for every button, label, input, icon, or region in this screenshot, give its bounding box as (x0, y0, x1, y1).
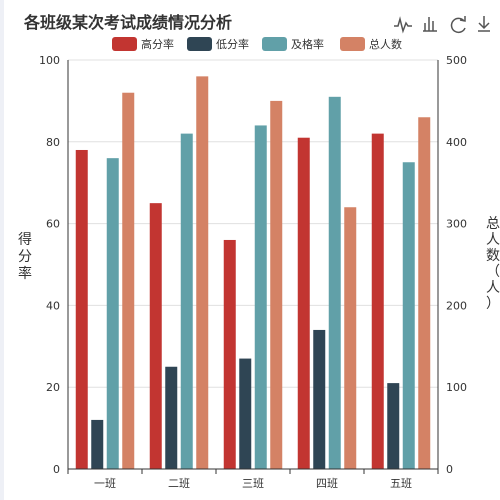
y-axis-left-label: 得分率 (18, 231, 32, 282)
category-label: 二班 (168, 477, 190, 490)
bar-一班-总人数[interactable] (122, 92, 135, 469)
left-axis-ticks: 0 20 40 60 80 100 (39, 54, 60, 476)
left-tick-label: 40 (46, 299, 60, 312)
right-axis-ticks: 0 100 200 300 400 500 (446, 54, 467, 476)
legend-label: 总人数 (369, 37, 402, 51)
legend-item-0[interactable]: 高分率 (112, 37, 174, 51)
bar-三班-及格率[interactable] (254, 125, 267, 469)
left-tick-label: 20 (46, 381, 60, 394)
bar-三班-总人数[interactable] (270, 100, 283, 470)
x-axis-categories: 一班 二班 三班 四班 五班 (94, 477, 412, 490)
bar-一班-低分率[interactable] (91, 419, 104, 469)
bar-四班-总人数[interactable] (344, 207, 357, 470)
legend-label: 高分率 (141, 37, 174, 51)
category-label: 三班 (242, 477, 264, 490)
restore-icon[interactable] (450, 16, 466, 34)
bar-一班-高分率[interactable] (75, 149, 88, 470)
legend-label: 低分率 (216, 37, 249, 51)
left-tick-label: 100 (39, 54, 60, 67)
right-tick-label: 300 (446, 218, 467, 231)
category-label: 四班 (316, 477, 338, 490)
bar-五班-高分率[interactable] (371, 133, 384, 469)
legend-swatch (340, 37, 365, 51)
bar-二班-高分率[interactable] (149, 203, 162, 469)
bar-四班-低分率[interactable] (313, 329, 326, 469)
legend-item-1[interactable]: 低分率 (187, 37, 249, 51)
left-tick-label: 0 (53, 463, 60, 476)
legend-item-2[interactable]: 及格率 (262, 37, 324, 51)
right-tick-label: 0 (446, 463, 453, 476)
category-label: 一班 (94, 477, 116, 490)
bar-三班-低分率[interactable] (239, 358, 252, 469)
left-tick-label: 80 (46, 136, 60, 149)
left-tick-label: 60 (46, 218, 60, 231)
bar-四班-及格率[interactable] (328, 96, 341, 469)
category-label: 五班 (390, 477, 412, 490)
right-tick-label: 400 (446, 136, 467, 149)
bar-三班-高分率[interactable] (223, 239, 236, 469)
right-tick-label: 500 (446, 54, 467, 67)
legend: 高分率 低分率 及格率 总人数 (112, 37, 402, 51)
bars (75, 76, 431, 470)
bar-二班-及格率[interactable] (180, 133, 193, 469)
axes (67, 60, 439, 474)
bar-chart-icon[interactable] (423, 17, 437, 32)
bar-二班-低分率[interactable] (165, 366, 178, 469)
bar-二班-总人数[interactable] (196, 76, 209, 470)
line-chart-icon[interactable] (394, 16, 412, 34)
bar-五班-总人数[interactable] (418, 117, 431, 469)
bar-四班-高分率[interactable] (297, 137, 310, 469)
legend-label: 及格率 (291, 37, 324, 51)
right-tick-label: 200 (446, 299, 467, 312)
legend-swatch (112, 37, 137, 51)
chart-title: 各班级某次考试成绩情况分析 (23, 13, 232, 32)
legend-item-3[interactable]: 总人数 (340, 37, 402, 51)
bar-五班-低分率[interactable] (387, 383, 400, 469)
right-tick-label: 100 (446, 381, 467, 394)
page-edge-strip (0, 0, 4, 500)
download-icon[interactable] (478, 16, 490, 32)
legend-swatch (262, 37, 287, 51)
y-axis-right-label: 总人数（人） (486, 216, 500, 312)
bar-五班-及格率[interactable] (402, 162, 415, 469)
toolbox (394, 16, 490, 34)
bar-一班-及格率[interactable] (106, 158, 119, 469)
legend-swatch (187, 37, 212, 51)
